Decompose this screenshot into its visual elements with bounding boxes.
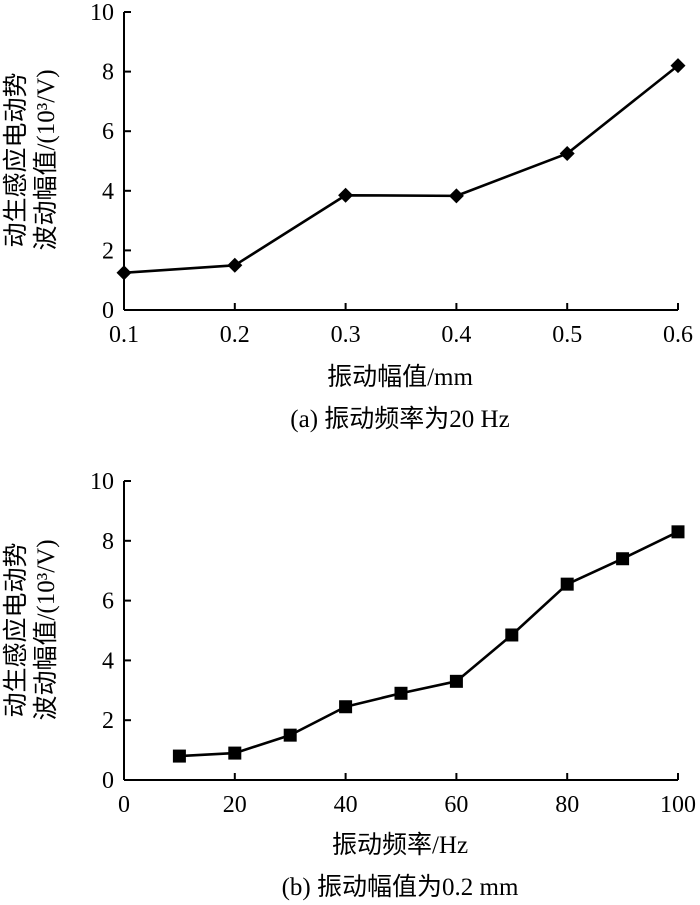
data-point-b	[560, 577, 574, 591]
y-tick-label-b: 10	[90, 469, 114, 495]
x-tick-label-a: 0.6	[663, 322, 693, 348]
x-tick-label-b: 80	[555, 792, 579, 818]
data-point-b	[394, 686, 408, 700]
y-tick-label-b: 6	[102, 589, 114, 615]
data-point-b	[616, 552, 630, 566]
data-point-b	[449, 674, 463, 688]
y-tick-label-b: 0	[102, 768, 114, 794]
data-point-a	[338, 187, 354, 203]
x-tick-label-a: 0.1	[109, 322, 139, 348]
y-axis-label-line1-a: 动生感应电动势	[2, 72, 30, 247]
data-point-b	[339, 700, 353, 714]
x-axis-label-b: 振动频率/Hz	[332, 831, 468, 859]
y-tick-label-a: 0	[102, 298, 114, 324]
caption-b: (b) 振动幅值为0.2 mm	[282, 873, 519, 901]
y-tick-label-b: 4	[102, 648, 114, 674]
y-tick-label-a: 2	[102, 238, 114, 264]
x-tick-label-a: 0.3	[331, 322, 361, 348]
data-point-a	[448, 188, 464, 204]
y-tick-label-b: 8	[102, 529, 114, 555]
chart-a: 动生感应电动势 波动幅值/(10³/V) 振动幅值/mm (a) 振动频率为20…	[2, 0, 693, 433]
y-tick-label-a: 6	[102, 119, 114, 145]
x-tick-label-a: 0.2	[220, 322, 250, 348]
series-line-b	[179, 530, 679, 758]
x-tick-label-b: 60	[444, 792, 468, 818]
data-point-b	[172, 749, 186, 763]
x-tick-label-a: 0.5	[552, 322, 582, 348]
chart-b: 动生感应电动势 波动幅值/(10³/V) 振动频率/Hz (b) 振动幅值为0.…	[2, 469, 696, 901]
series-line-a	[123, 64, 679, 275]
data-point-b	[283, 728, 297, 742]
y-tick-label-a: 10	[90, 0, 114, 26]
data-point-a	[227, 257, 243, 273]
y-axis-label-line2-a: 波动幅值/(10³/V)	[32, 69, 60, 250]
data-point-b	[228, 746, 242, 760]
caption-a: (a) 振动频率为20 Hz	[290, 405, 509, 433]
x-tick-label-b: 20	[223, 792, 247, 818]
y-tick-label-a: 8	[102, 60, 114, 86]
x-tick-label-b: 100	[660, 792, 696, 818]
y-tick-label-a: 4	[102, 179, 114, 205]
x-tick-label-a: 0.4	[441, 322, 471, 348]
data-point-a	[116, 265, 132, 281]
y-axis-label-line1-b: 动生感应电动势	[2, 542, 30, 717]
x-axis-label-a: 振动幅值/mm	[327, 363, 473, 391]
data-point-b	[505, 628, 519, 642]
y-axis-label-line2-b: 波动幅值/(10³/V)	[32, 539, 60, 720]
x-tick-label-b: 0	[118, 792, 130, 818]
x-tick-label-b: 40	[334, 792, 358, 818]
data-point-a	[559, 146, 575, 162]
y-tick-label-b: 2	[102, 708, 114, 734]
data-point-a	[670, 58, 686, 74]
data-point-b	[671, 525, 685, 539]
